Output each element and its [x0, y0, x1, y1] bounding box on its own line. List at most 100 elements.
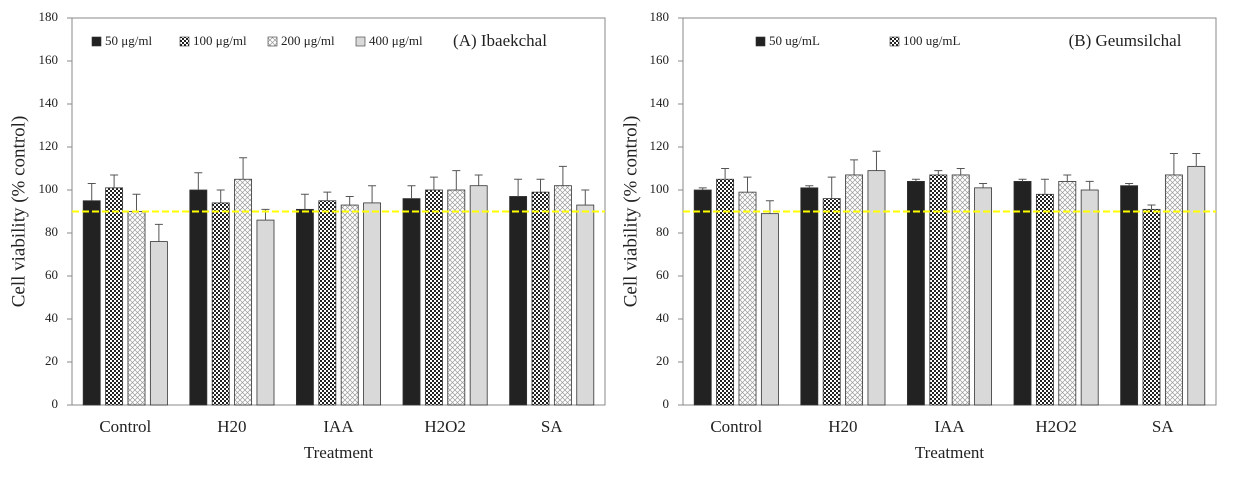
error-bar	[934, 170, 943, 175]
error-bar	[216, 189, 225, 203]
bar	[738, 191, 757, 406]
bar	[974, 187, 993, 406]
bar	[693, 189, 712, 406]
error-bar	[872, 150, 881, 171]
bar	[951, 174, 970, 406]
error-bar	[407, 185, 416, 199]
legend-label: 100 μg/ml	[193, 33, 247, 48]
error-bar	[429, 176, 438, 190]
y-tick-label: 80	[45, 224, 58, 239]
x-tick-label: IAA	[323, 417, 354, 436]
legend-swatch	[179, 36, 190, 47]
y-tick-label: 100	[39, 181, 59, 196]
error-bar	[110, 174, 119, 188]
error-bar	[87, 183, 96, 201]
bar	[867, 170, 886, 406]
bar	[760, 213, 779, 406]
bar	[1164, 174, 1183, 406]
x-tick-label: H20	[217, 417, 246, 436]
bar	[1142, 208, 1161, 406]
bar	[1058, 180, 1077, 406]
bar	[716, 178, 735, 406]
legend-label: 50 ug/mL	[769, 33, 820, 48]
error-bar	[911, 178, 920, 182]
y-tick-label: 20	[656, 353, 669, 368]
y-tick-label: 40	[45, 310, 58, 325]
x-tick-label: IAA	[934, 417, 965, 436]
error-bar	[536, 178, 545, 193]
error-bar	[558, 165, 567, 186]
legend-swatch	[889, 36, 900, 47]
error-bar	[581, 189, 590, 206]
bar	[340, 204, 359, 406]
error-bar	[194, 172, 203, 190]
error-bar	[1063, 174, 1072, 182]
error-bar	[721, 168, 730, 180]
error-bar	[1192, 152, 1201, 167]
bar	[189, 189, 208, 406]
y-tick-label: 180	[39, 9, 59, 24]
bar	[149, 241, 168, 406]
y-tick-label: 0	[663, 396, 670, 411]
y-tick-label: 160	[39, 52, 59, 67]
legend-label: 200 μg/ml	[281, 33, 335, 48]
error-bar	[956, 168, 965, 175]
y-tick-label: 0	[52, 396, 59, 411]
legend-swatch	[355, 36, 366, 47]
error-bar	[132, 193, 141, 212]
x-tick-label: SA	[1152, 417, 1174, 436]
bar	[295, 208, 314, 406]
y-tick-label: 120	[650, 138, 670, 153]
error-bar	[239, 157, 248, 180]
y-tick-label: 140	[650, 95, 670, 110]
y-tick-label: 20	[45, 353, 58, 368]
bar	[1120, 185, 1139, 406]
y-tick-label: 160	[650, 52, 670, 67]
error-bar	[1018, 178, 1027, 182]
error-bar	[1085, 180, 1094, 190]
bar	[424, 189, 443, 406]
bar	[363, 202, 382, 406]
bar	[1013, 180, 1032, 406]
legend-label: 50 μg/ml	[105, 33, 152, 48]
bar	[929, 174, 948, 406]
y-tick-label: 60	[656, 267, 669, 282]
error-bar	[345, 195, 354, 206]
panel-title: (B) Geumsilchal	[1069, 31, 1182, 50]
legend-label: 400 μg/ml	[369, 33, 423, 48]
x-axis-label: Treatment	[304, 443, 374, 462]
legend-swatch	[267, 36, 278, 47]
bar	[318, 200, 337, 406]
bar	[800, 187, 819, 406]
error-bar	[1169, 152, 1178, 175]
y-tick-label: 180	[650, 9, 670, 24]
panel-title: (A) Ibaekchal	[453, 31, 547, 50]
bar	[576, 204, 595, 406]
legend-label: 100 ug/mL	[903, 33, 960, 48]
legend-swatch	[755, 36, 766, 47]
bar	[553, 185, 572, 406]
y-axis-label: Cell viability (% control)	[620, 116, 641, 308]
x-tick-label: SA	[541, 417, 563, 436]
x-tick-label: H20	[828, 417, 857, 436]
bar	[531, 191, 550, 406]
bar	[1080, 189, 1099, 406]
error-bar	[368, 185, 377, 203]
error-bar	[154, 223, 163, 242]
bar	[127, 211, 146, 406]
error-bar	[514, 178, 523, 197]
bar	[211, 202, 230, 406]
bar	[509, 196, 528, 406]
error-bar	[300, 193, 309, 210]
error-bar	[743, 176, 752, 193]
legend-swatch	[91, 36, 102, 47]
error-bar	[1125, 183, 1134, 186]
error-bar	[827, 176, 836, 199]
y-tick-label: 120	[39, 138, 59, 153]
bar	[1187, 165, 1206, 406]
bar	[822, 198, 841, 406]
y-tick-label: 80	[656, 224, 669, 239]
error-bar	[698, 187, 707, 190]
y-tick-label: 100	[650, 181, 670, 196]
